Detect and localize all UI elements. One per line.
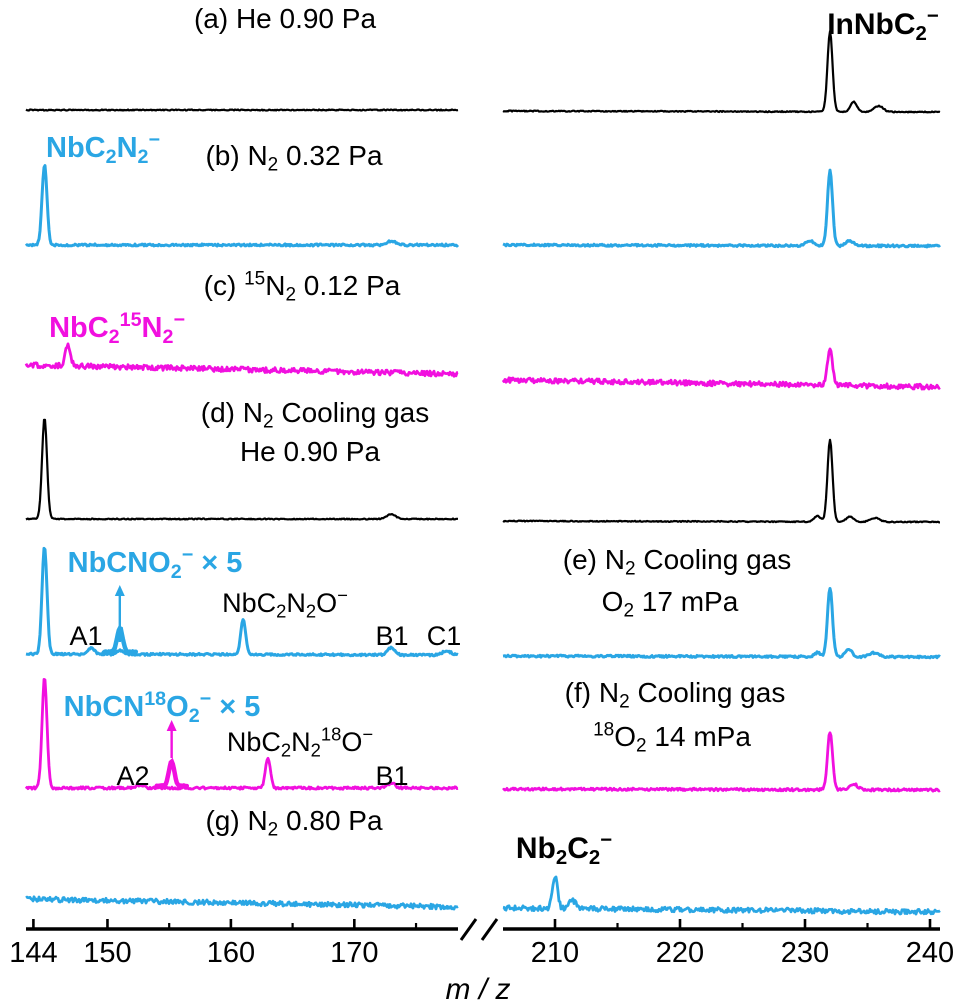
spectrum-trace-d-right — [502, 438, 941, 524]
spectrum-trace-b-left — [24, 164, 460, 248]
peak-annotation-f: A2 — [116, 761, 149, 791]
spectrum-panel-g: (g) N2 0.80 Pa Nb2C2− — [25, 805, 941, 916]
spectrum-panel-e: (e) N2 Cooling gas O2 17 mPa NbCNO2− × 5Nb… — [25, 544, 941, 660]
spectrum-panel-b: (b) N2 0.32 Pa NbC2N2− — [24, 129, 942, 249]
x-axis: 144 150 160 170 210 220 230 240 m / z — [9, 918, 954, 1006]
peak-annotation-e: C1 — [427, 621, 462, 651]
panel-caption-e: (e) N2 Cooling gas — [563, 544, 791, 580]
spectrum-trace-c-right — [501, 347, 941, 391]
magnified-trace-f — [154, 757, 190, 790]
spectrum-trace-f-left — [24, 678, 459, 791]
x-axis-tick-label: 170 — [330, 937, 378, 969]
x-axis-tick-label: 230 — [781, 937, 829, 969]
peak-annotation-f: NbC2N218O− — [227, 724, 373, 761]
magnify-arrow-head-e — [114, 585, 125, 596]
axis-break-slash — [459, 918, 478, 941]
panel-caption-b: (b) N2 0.32 Pa — [205, 140, 383, 176]
panel-caption-f-line2: 18O2 14 mPa — [593, 719, 751, 756]
spectrum-trace-a-left — [25, 108, 459, 112]
panel-caption-e-line2: O2 17 mPa — [602, 586, 739, 622]
panel-caption-c: (c) 15N2 0.12 Pa — [204, 268, 401, 305]
spectrum-panel-c: (c) 15N2 0.12 Pa NbC215N2− — [24, 268, 941, 391]
panel-caption-g: (g) N2 0.80 Pa — [205, 805, 383, 841]
peak-annotation-e: B1 — [375, 621, 408, 651]
spectrum-panel-a: (a) He 0.90 Pa InNbC2− — [25, 3, 941, 114]
peak-annotation-e: NbCNO2− × 5 — [68, 544, 243, 583]
peak-annotation-c: NbC215N2− — [49, 309, 185, 348]
spectrum-trace-c-left — [24, 342, 459, 378]
x-axis-tick-label: 150 — [83, 937, 131, 969]
spectrum-trace-g-left — [25, 895, 459, 911]
peak-annotation-f: NbCN18O2− × 5 — [64, 688, 261, 727]
peak-annotation-a: InNbC2− — [827, 6, 939, 45]
panel-caption-d-line2: He 0.90 Pa — [240, 436, 381, 467]
spectrum-trace-a-right — [502, 30, 941, 114]
peak-annotation-e: NbC2N2O− — [222, 585, 348, 622]
spectrum-trace-g-right — [502, 875, 941, 916]
x-axis-tick-label: 220 — [656, 937, 704, 969]
peak-annotation-e: A1 — [69, 621, 102, 651]
x-axis-tick-label: 144 — [9, 937, 57, 969]
peak-annotation-f: B1 — [375, 761, 408, 791]
peak-annotation-g: Nb2C2− — [516, 830, 612, 869]
x-axis-title: m / z — [446, 973, 511, 1006]
spectrum-trace-e-right — [502, 587, 941, 660]
spectrum-trace-f-right — [502, 731, 941, 793]
panel-caption-a: (a) He 0.90 Pa — [194, 3, 377, 34]
spectrum-trace-e-left — [25, 546, 459, 658]
x-axis-tick-label: 210 — [531, 937, 579, 969]
axis-break-slash — [480, 918, 499, 941]
x-axis-tick-label: 240 — [906, 937, 954, 969]
magnify-arrow-head-f — [166, 720, 177, 731]
panel-caption-d: (d) N2 Cooling gas — [201, 397, 429, 433]
panel-caption-f: (f) N2 Cooling gas — [565, 677, 786, 713]
spectrum-trace-d-left — [25, 418, 459, 521]
peak-annotation-b: NbC2N2− — [46, 129, 160, 168]
spectrum-panel-f: (f) N2 Cooling gas 18O2 14 mPa NbCN18O2− ×… — [24, 677, 941, 793]
spectrum-trace-b-right — [502, 168, 942, 249]
x-axis-tick-label: 160 — [207, 937, 255, 969]
